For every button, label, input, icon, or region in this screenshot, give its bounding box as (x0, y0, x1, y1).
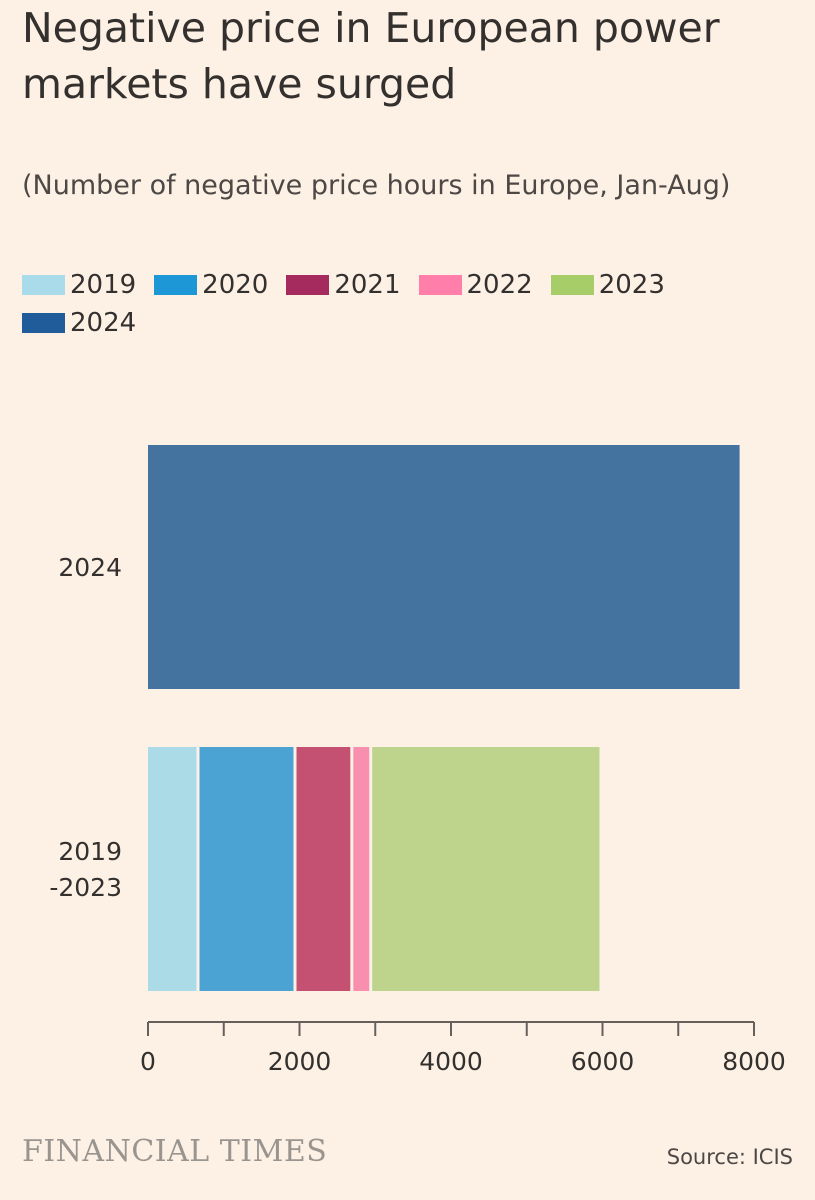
legend-item-2021: 2021 (286, 268, 401, 302)
source-note: Source: ICIS (666, 1145, 793, 1169)
legend-item-2019: 2019 (22, 268, 136, 302)
legend-item-2023: 2023 (550, 268, 665, 302)
legend-label-2021: 2021 (334, 270, 401, 300)
chart-title: Negative price in European power markets… (22, 4, 720, 108)
legend-label-2022: 2022 (466, 270, 533, 300)
legend-swatch-2024 (22, 313, 65, 333)
bar-segment-2021 (296, 747, 351, 991)
chart-subtitle: (Number of negative price hours in Europ… (22, 170, 731, 201)
legend-swatch-2021 (286, 275, 330, 295)
legend-swatch-2023 (550, 275, 594, 295)
bar-segment-2022 (353, 747, 370, 991)
x-tick-label: 4000 (419, 1047, 483, 1076)
legend-swatch-2022 (418, 275, 462, 295)
bar-segment-2019 (148, 747, 197, 991)
bar-chart: 2024 2019 -2023 0 2000 4000 6000 8000 (49, 445, 786, 1076)
bar-segment-2023 (372, 747, 600, 991)
legend: 2019 2020 2021 2022 2023 2024 (22, 268, 722, 340)
category-label: 2019 (58, 837, 122, 866)
legend-label-2023: 2023 (598, 270, 665, 300)
legend-item-2020: 2020 (154, 268, 268, 302)
x-tick-label: 8000 (722, 1047, 786, 1076)
category-label: -2023 (49, 873, 122, 902)
financial-times-logo: FINANCIAL TIMES (22, 1134, 328, 1169)
legend-swatch-2020 (154, 275, 198, 295)
legend-label-2020: 2020 (202, 270, 269, 300)
legend-label-2019: 2019 (70, 270, 137, 300)
legend-item-2024: 2024 (22, 306, 136, 340)
legend-swatch-2019 (22, 275, 65, 295)
x-tick-label: 2000 (268, 1047, 332, 1076)
category-label: 2024 (58, 553, 122, 582)
bar-segment-2020 (199, 747, 294, 991)
x-tick-label: 6000 (571, 1047, 635, 1076)
bar-segment-2024 (148, 445, 740, 689)
legend-label-2024: 2024 (70, 308, 137, 338)
x-tick-label: 0 (140, 1047, 156, 1076)
legend-item-2022: 2022 (418, 268, 533, 302)
